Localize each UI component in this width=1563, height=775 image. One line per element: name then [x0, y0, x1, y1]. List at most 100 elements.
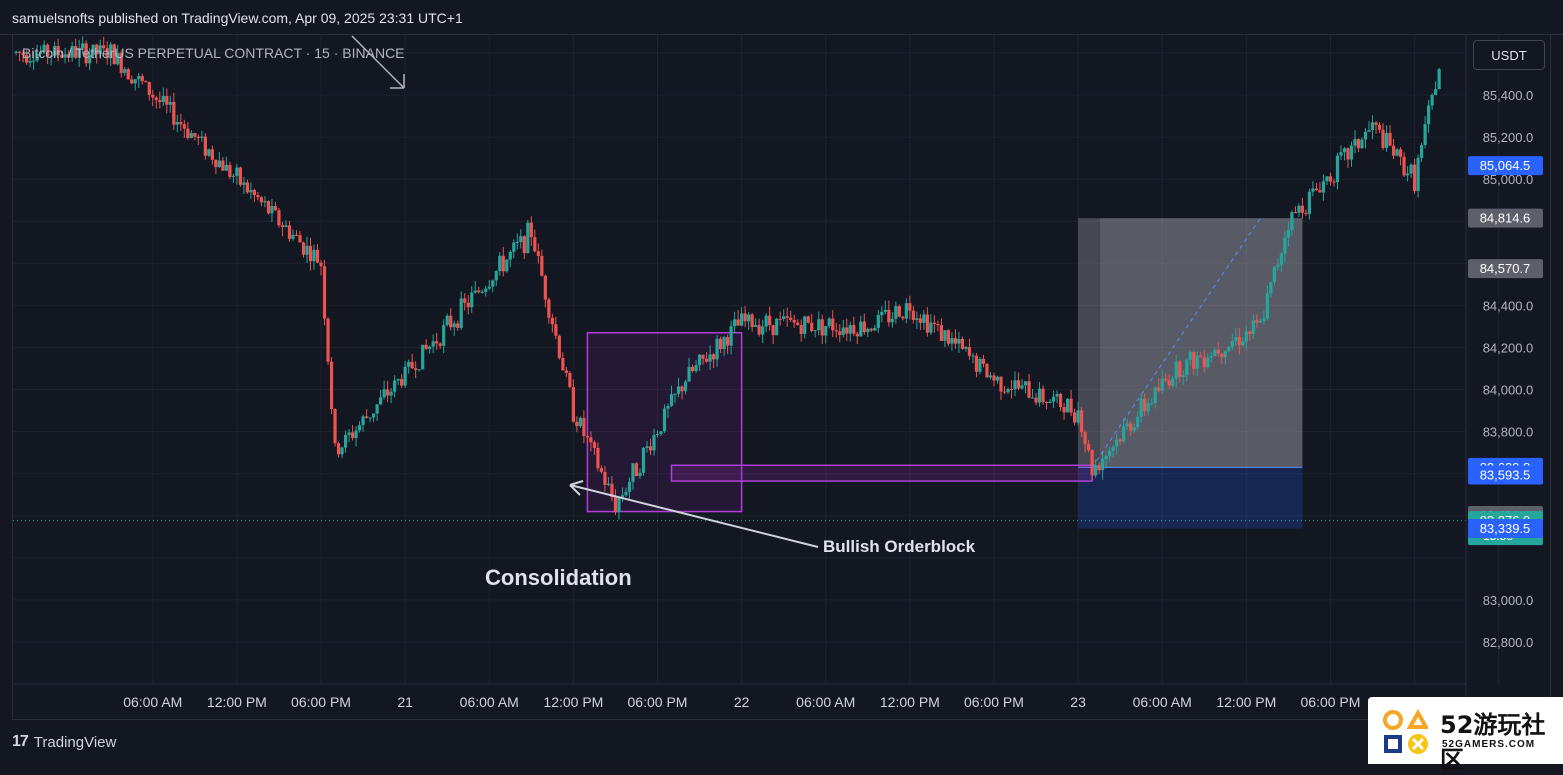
candle-body: [883, 309, 887, 312]
candle-body: [988, 375, 993, 378]
chart-overlays: [13, 35, 1466, 548]
candle-body: [1016, 380, 1021, 389]
candle-body: [1220, 353, 1224, 358]
candle-body: [379, 397, 383, 405]
candle-body: [49, 55, 53, 57]
candle-body: [669, 394, 674, 406]
candle-body: [1293, 212, 1298, 214]
candle-body: [904, 303, 908, 319]
candle-body: [617, 498, 621, 513]
candle-body: [820, 319, 824, 336]
candle-body: [869, 328, 873, 331]
candle-body: [1255, 320, 1259, 323]
candle-body: [112, 44, 116, 65]
time-tick-label: 12:00 PM: [543, 694, 603, 710]
candle-body: [140, 76, 144, 82]
candle-body: [915, 318, 919, 320]
candle-body: [978, 358, 982, 372]
stop-zone: [1078, 467, 1303, 529]
candle-body: [1412, 164, 1417, 192]
candle-body: [620, 495, 625, 499]
candle-body: [634, 463, 639, 477]
candle-body: [263, 201, 267, 203]
candle-body: [526, 222, 530, 254]
candle-body: [137, 76, 141, 80]
price-tick-label: 83,800.0: [1483, 425, 1534, 440]
candle-body: [848, 325, 852, 334]
candle-body: [953, 338, 958, 344]
candle-body: [1009, 388, 1014, 390]
candle-body: [77, 48, 81, 58]
candle-body: [130, 79, 134, 84]
candle-body: [249, 190, 253, 193]
candle-body: [1241, 341, 1245, 346]
candle-body: [596, 447, 600, 469]
candle-body: [1409, 164, 1413, 174]
candle-body: [1213, 349, 1217, 357]
candle-body: [445, 315, 449, 325]
candle-body: [845, 327, 849, 334]
candle-body: [789, 317, 793, 320]
candle-body: [144, 81, 148, 83]
candle-body: [287, 225, 292, 239]
candle-body: [1360, 139, 1364, 149]
candle-body: [547, 299, 551, 318]
price-label-text: 83,593.5: [1480, 468, 1531, 483]
symbol-title[interactable]: Bitcoin / TetherUS PERPETUAL CONTRACT · …: [22, 45, 405, 61]
candle-body: [967, 347, 972, 356]
candle-body: [491, 280, 495, 287]
candle-body: [1374, 122, 1378, 125]
candle-body: [662, 408, 667, 432]
candle-body: [1202, 357, 1206, 368]
candle-body: [862, 321, 866, 333]
candle-body: [799, 324, 803, 334]
footer-bar: [0, 722, 1563, 764]
candle-body: [785, 316, 789, 318]
candle-body: [1065, 398, 1070, 413]
candle-body: [273, 205, 278, 211]
candle-body: [582, 417, 586, 437]
candle-body: [203, 136, 207, 156]
candle-body: [1034, 397, 1038, 403]
candle-body: [1279, 253, 1283, 265]
candle-body: [592, 442, 597, 448]
candle-body: [270, 205, 274, 214]
candle-body: [91, 44, 95, 55]
candle-body: [189, 133, 193, 139]
candle-body: [179, 122, 183, 125]
candle-body: [1286, 229, 1290, 238]
candle-body: [1223, 351, 1227, 358]
candle-body: [1227, 346, 1231, 352]
candle-body: [221, 160, 225, 171]
candle-body: [1076, 410, 1080, 423]
candle-body: [852, 325, 856, 334]
candle-body: [764, 315, 768, 327]
candle-body: [200, 136, 204, 138]
candle-body: [1013, 380, 1017, 390]
candle-body: [1258, 320, 1262, 323]
currency-unit-button[interactable]: USDT: [1473, 40, 1545, 70]
candle-body: [1006, 388, 1010, 393]
candle-body: [740, 313, 744, 326]
candle-body: [1188, 351, 1192, 360]
candle-body: [648, 446, 653, 451]
candle-body: [568, 372, 572, 388]
candle-body: [722, 337, 726, 350]
candle-body: [522, 236, 526, 254]
time-tick-label: 06:00 PM: [1300, 694, 1360, 710]
tradingview-logo[interactable]: 17 TradingView: [12, 733, 116, 751]
candle-body: [1181, 375, 1185, 378]
candle-body: [939, 325, 944, 341]
candle-body: [284, 225, 288, 228]
chart-frame[interactable]: [12, 34, 1551, 720]
candle-body: [336, 443, 341, 455]
candle-body: [1101, 458, 1105, 471]
candle-body: [655, 433, 660, 436]
candle-body: [498, 255, 502, 272]
candle-body: [1111, 446, 1115, 451]
candle-body: [1395, 149, 1399, 156]
candle-body: [1423, 124, 1427, 145]
candle-body: [589, 437, 593, 443]
candle-body: [908, 303, 912, 311]
